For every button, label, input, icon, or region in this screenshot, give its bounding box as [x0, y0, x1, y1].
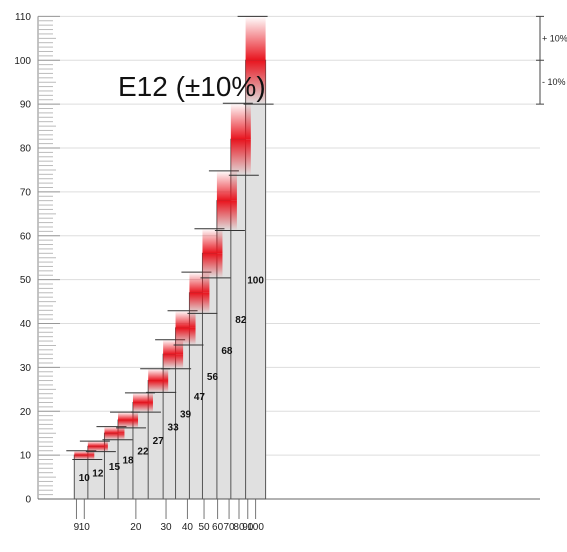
tolerance-plus-band — [133, 393, 153, 403]
bar-value-label: 10 — [79, 473, 91, 484]
y-tick-label: 50 — [20, 275, 32, 286]
tolerance-minus-band — [189, 293, 209, 314]
tolerance-plus-band — [246, 16, 266, 60]
bar-value-label: 39 — [180, 409, 192, 420]
y-tick-label: 40 — [20, 319, 32, 330]
tolerance-minus-band — [104, 433, 124, 440]
tolerance-plus-band — [148, 369, 168, 381]
x-tick-label: 10 — [79, 522, 91, 533]
bar-value-label: 12 — [92, 469, 104, 480]
tolerance-minus-band — [148, 381, 168, 393]
x-tick-label: 60 — [212, 522, 224, 533]
tolerance-minus-band — [231, 139, 251, 175]
y-tick-label: 20 — [20, 407, 32, 418]
x-tick-label: 20 — [130, 522, 142, 533]
bar-value-label: 18 — [122, 456, 134, 467]
tolerance-plus-band — [202, 229, 222, 254]
y-tick-label: 100 — [14, 56, 31, 67]
bar-value-label: 56 — [207, 372, 219, 383]
bar-value-label: 22 — [137, 447, 149, 458]
y-tick-label: 70 — [20, 187, 32, 198]
bar-value-label: 47 — [194, 392, 206, 403]
tolerance-plus-label: + 10% — [542, 33, 567, 43]
tolerance-minus-band — [88, 446, 108, 451]
y-tick-label: 90 — [20, 100, 32, 111]
bar-value-label: 15 — [109, 462, 121, 473]
y-tick-label: 30 — [20, 363, 32, 374]
y-tick-label: 60 — [20, 231, 32, 242]
tolerance-minus-band — [118, 420, 138, 428]
y-tick-label: 10 — [20, 451, 32, 462]
x-tick-label: 40 — [182, 522, 194, 533]
tolerance-minus-band — [176, 328, 196, 345]
tolerance-minus-band — [163, 354, 183, 368]
y-tick-label: 0 — [25, 495, 31, 506]
bar-value-label: 27 — [153, 436, 165, 447]
y-tick-label: 80 — [20, 144, 32, 155]
tolerance-minus-band — [202, 253, 222, 278]
tolerance-minus-band — [133, 402, 153, 412]
x-tick-label: 100 — [247, 522, 264, 533]
y-tick-label: 110 — [15, 12, 31, 23]
tolerance-plus-band — [118, 412, 138, 420]
chart-title: E12 (±10%) — [118, 71, 266, 102]
x-tick-label: 50 — [198, 522, 210, 533]
tolerance-minus-band — [74, 455, 94, 459]
bar-value-label: 82 — [235, 315, 247, 326]
tolerance-plus-band — [88, 441, 108, 446]
bar-value-label: 100 — [247, 276, 264, 287]
x-tick-label: 30 — [160, 522, 172, 533]
tolerance-plus-band — [231, 103, 251, 139]
tolerance-minus-label: - 10% — [542, 77, 566, 87]
tolerance-minus-band — [217, 201, 237, 231]
bar-value-label: 33 — [168, 423, 180, 434]
bar-value-label: 68 — [221, 346, 233, 357]
